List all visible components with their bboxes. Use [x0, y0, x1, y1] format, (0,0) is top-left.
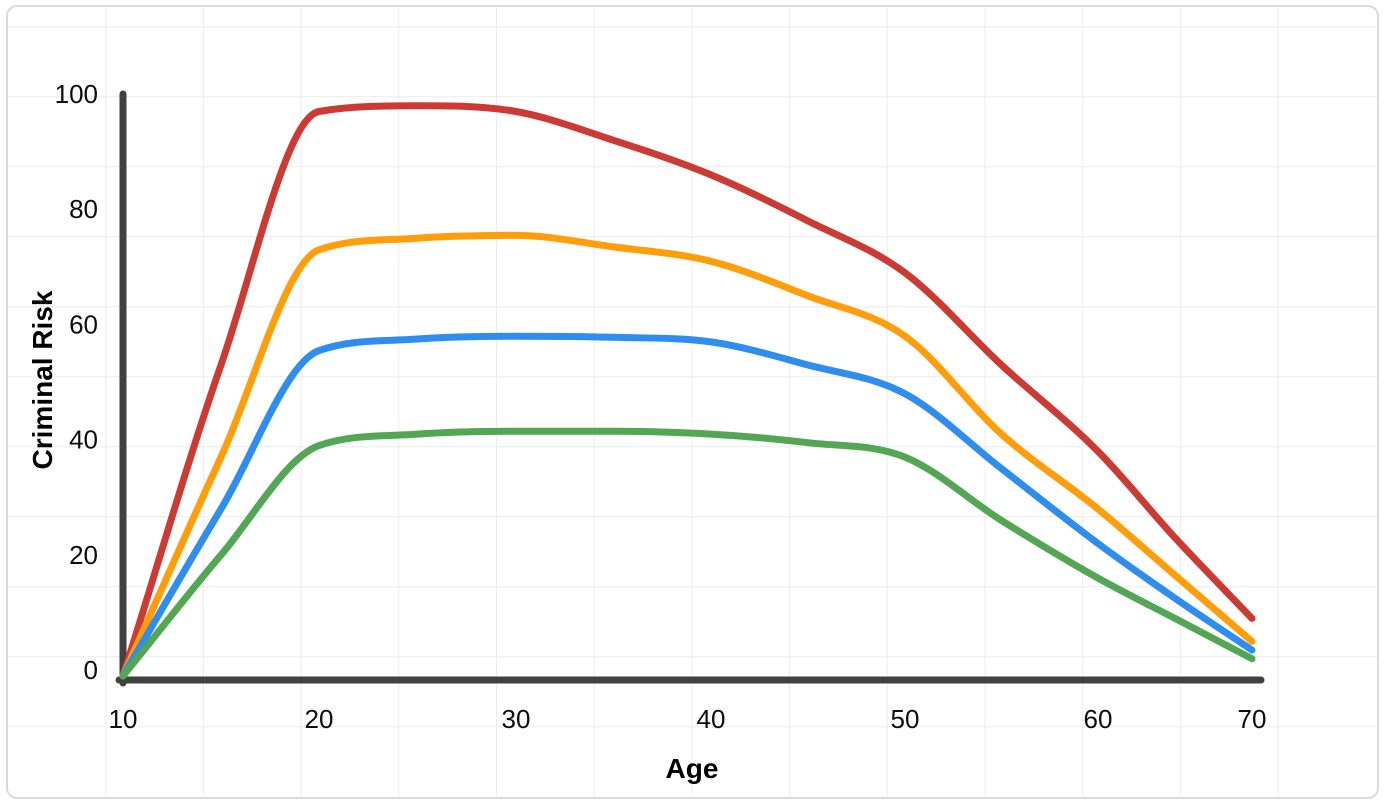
y-tick-label: 0 — [84, 655, 98, 685]
x-tick-label: 20 — [305, 704, 334, 734]
x-axis-title: Age — [666, 753, 719, 784]
axes — [115, 90, 1265, 687]
data-series — [119, 102, 1256, 680]
series-green-line — [119, 427, 1256, 680]
y-tick-label: 60 — [69, 309, 98, 339]
y-tick-label: 100 — [55, 79, 98, 109]
card-border — [6, 5, 1379, 799]
series-orange-line — [119, 231, 1256, 680]
x-tick-label: 50 — [891, 704, 920, 734]
y-tick-label: 40 — [69, 425, 98, 455]
x-tick-label: 30 — [502, 704, 531, 734]
x-tick-label: 70 — [1238, 704, 1267, 734]
series-red-line — [119, 102, 1256, 680]
tick-labels: 10 20 30 40 50 60 70 0 20 40 60 80 100 — [55, 79, 1267, 734]
x-tick-label: 40 — [697, 704, 726, 734]
y-tick-label: 80 — [69, 194, 98, 224]
x-tick-label: 60 — [1084, 704, 1113, 734]
background-grid — [8, 8, 1377, 796]
series-blue-line — [119, 332, 1256, 680]
x-tick-label: 10 — [109, 704, 138, 734]
y-tick-label: 20 — [69, 540, 98, 570]
y-axis-title: Criminal Risk — [27, 290, 58, 469]
